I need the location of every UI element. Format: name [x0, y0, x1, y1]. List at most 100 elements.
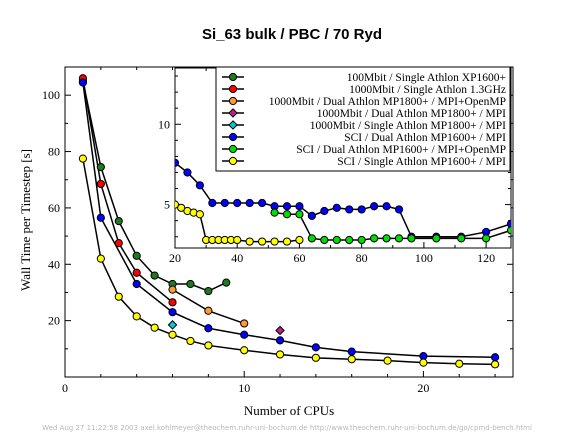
- main-y-tick-label: 40: [48, 257, 60, 271]
- inset-point-sci-dual-athlon-mp1600-mpi-openmp: [370, 234, 379, 243]
- inset-x-tick-label: 60: [293, 251, 305, 265]
- inset-point-sci-dual-athlon-mp1600-mpi: [175, 158, 180, 167]
- inset-point-sci-dual-athlon-mp1600-mpi: [394, 205, 404, 214]
- inset-point-sci-dual-athlon-mp1600-mpi-openmp: [432, 234, 441, 243]
- inset-point-sci-dual-athlon-mp1600-mpi: [220, 198, 229, 208]
- inset-point-sci-dual-athlon-mp1600-mpi: [208, 198, 217, 208]
- inset-y-tick-label: 5: [164, 198, 170, 212]
- footer-text: Wed Aug 27 11:22:58 2003 axel.kohlmeyer@…: [42, 424, 532, 432]
- inset-point-sci-dual-athlon-mp1600-mpi: [295, 202, 304, 211]
- legend-label-sci-single-athlon-mp1600-mpi: SCI / Single Athlon MP1600+ / MPI: [337, 156, 506, 168]
- inset-point-sci-dual-athlon-mp1600-mpi-openmp: [332, 235, 341, 245]
- main-point-sci-single-athlon-mp1600-mpi: [275, 350, 285, 359]
- inset-point-sci-dual-athlon-mp1600-mpi: [195, 181, 204, 190]
- main-x-tick-label: 0: [62, 381, 68, 395]
- inset-point-sci-dual-athlon-mp1600-mpi-openmp: [307, 234, 316, 243]
- main-point-sci-single-athlon-mp1600-mpi: [78, 154, 88, 163]
- main-point-100mbit-single-athlon-xp1600: [114, 217, 123, 226]
- main-point-100mbit-single-athlon-xp1600: [186, 279, 195, 289]
- main-y-tick-label: 20: [48, 314, 60, 328]
- inset-y-tick-label: 10: [158, 117, 170, 131]
- main-point-1000mbit-single-athlon-1-3ghz: [96, 179, 105, 189]
- inset-point-sci-dual-athlon-mp1600-mpi: [282, 202, 292, 211]
- legend-label-sci-dual-athlon-mp1600-mpi-openmp: SCI / Dual Athlon MP1600+ / MPI+OpenMP: [296, 144, 506, 156]
- inset-point-sci-dual-athlon-mp1600-mpi-openmp: [394, 234, 404, 243]
- inset-point-sci-dual-athlon-mp1600-mpi: [183, 168, 192, 177]
- main-point-100mbit-single-athlon-xp1600: [222, 278, 231, 287]
- inset-point-sci-dual-athlon-mp1600-mpi-openmp: [407, 234, 416, 243]
- inset-point-sci-dual-athlon-mp1600-mpi-openmp: [345, 235, 354, 245]
- inset-x-tick-label: 120: [477, 251, 495, 265]
- main-point-sci-dual-athlon-mp1600-mpi: [204, 324, 213, 333]
- main-point-sci-dual-athlon-mp1600-mpi: [132, 279, 141, 289]
- main-point-sci-dual-athlon-mp1600-mpi: [240, 330, 249, 339]
- inset-point-sci-dual-athlon-mp1600-mpi-openmp: [282, 210, 292, 219]
- legend-label-1000mbit-single-athlon-mp1800-mpi: 1000Mbit / Single Athlon MP1800+ / MPI: [310, 120, 506, 132]
- x-axis-label: Number of CPUs: [244, 403, 334, 418]
- main-point-sci-single-athlon-mp1600-mpi: [490, 360, 500, 369]
- main-point-sci-single-athlon-mp1600-mpi: [150, 323, 159, 332]
- main-point-sci-dual-athlon-mp1600-mpi: [311, 343, 320, 352]
- main-point-1000mbit-dual-athlon-mp1800-mpi-openmp: [204, 306, 213, 315]
- main-series-line-sci-single-athlon-mp1600-mpi: [82, 158, 496, 366]
- inset-point-sci-dual-athlon-mp1600-mpi: [307, 211, 316, 220]
- main-point-sci-single-athlon-mp1600-mpi: [419, 358, 428, 367]
- inset-point-sci-dual-athlon-mp1600-mpi-openmp: [506, 226, 511, 235]
- legend-box: [215, 66, 511, 172]
- legend-label-sci-dual-athlon-mp1600-mpi: SCI / Dual Athlon MP1600+ / MPI: [344, 132, 506, 144]
- main-point-sci-single-athlon-mp1600-mpi: [132, 312, 141, 321]
- main-point-sci-single-athlon-mp1600-mpi: [347, 355, 356, 364]
- main-point-sci-dual-athlon-mp1600-mpi: [347, 347, 356, 356]
- main-point-1000mbit-single-athlon-1-3ghz: [114, 239, 123, 248]
- legend-label-1000mbit-dual-athlon-mp1800-mpi: 1000Mbit / Dual Athlon MP1800+ / MPI: [317, 108, 506, 120]
- main-y-tick-label: 80: [48, 145, 60, 159]
- main-point-sci-dual-athlon-mp1600-mpi: [168, 308, 177, 317]
- main-point-1000mbit-dual-athlon-mp1800-mpi-openmp: [168, 285, 177, 294]
- inset-point-sci-dual-athlon-mp1600-mpi: [382, 202, 391, 211]
- inset-x-tick-label: 100: [415, 251, 433, 265]
- inset-point-sci-dual-athlon-mp1600-mpi-openmp: [482, 234, 491, 243]
- legend-label-1000mbit-dual-athlon-mp1800-mpi-openmp: 1000Mbit / Dual Athlon MP1800+ / MPI+Ope…: [269, 96, 506, 108]
- inset-point-sci-single-athlon-mp1600-mpi: [282, 237, 292, 246]
- legend-marker-1000mbit-dual-athlon-mp1800-mpi: [228, 108, 238, 118]
- legend-marker-sci-dual-athlon-mp1600-mpi-openmp: [228, 144, 238, 154]
- main-point-sci-dual-athlon-mp1600-mpi: [275, 336, 285, 345]
- inset-point-sci-dual-athlon-mp1600-mpi-openmp: [295, 210, 304, 219]
- main-point-sci-single-athlon-mp1600-mpi: [204, 341, 213, 350]
- inset-point-sci-single-athlon-mp1600-mpi: [177, 203, 186, 212]
- inset-point-sci-dual-athlon-mp1600-mpi: [357, 205, 366, 214]
- inset-point-sci-dual-athlon-mp1600-mpi-openmp: [270, 208, 279, 217]
- inset-point-sci-dual-athlon-mp1600-mpi: [370, 202, 379, 211]
- main-point-1000mbit-single-athlon-1-3ghz: [132, 268, 141, 277]
- inset-point-sci-dual-athlon-mp1600-mpi: [332, 203, 341, 212]
- legend-label-100mbit-single-athlon-xp1600: 100Mbit / Single Athlon XP1600+: [347, 72, 506, 84]
- main-point-sci-single-athlon-mp1600-mpi: [240, 346, 249, 355]
- main-point-100mbit-single-athlon-xp1600: [96, 162, 105, 172]
- inset-point-sci-single-athlon-mp1600-mpi: [245, 237, 254, 246]
- main-point-sci-single-athlon-mp1600-mpi: [96, 254, 105, 263]
- inset-point-sci-dual-athlon-mp1600-mpi-openmp: [382, 234, 391, 243]
- inset-point-sci-dual-athlon-mp1600-mpi: [233, 198, 242, 208]
- main-point-sci-single-athlon-mp1600-mpi: [186, 336, 195, 346]
- main-point-sci-single-athlon-mp1600-mpi: [455, 359, 464, 368]
- inset-point-sci-dual-athlon-mp1600-mpi: [345, 205, 354, 214]
- inset-point-sci-dual-athlon-mp1600-mpi: [245, 198, 254, 208]
- inset-point-sci-dual-athlon-mp1600-mpi: [320, 206, 329, 216]
- inset-x-tick-label: 40: [231, 251, 243, 265]
- main-point-sci-single-athlon-mp1600-mpi: [114, 292, 123, 301]
- chart-title: Si_63 bulk / PBC / 70 Ryd: [202, 26, 382, 43]
- legend-label-1000mbit-single-athlon-1-3ghz: 1000Mbit / Single Athlon 1.3GHz: [349, 84, 506, 96]
- main-point-1000mbit-single-athlon-1-3ghz: [168, 298, 177, 307]
- main-point-sci-single-athlon-mp1600-mpi: [383, 356, 392, 365]
- inset-point-sci-dual-athlon-mp1600-mpi-openmp: [457, 234, 466, 243]
- main-point-100mbit-single-athlon-xp1600: [132, 251, 141, 260]
- legend-marker-sci-single-athlon-mp1600-mpi: [228, 156, 238, 166]
- inset-point-sci-single-athlon-mp1600-mpi: [270, 237, 279, 246]
- main-point-1000mbit-dual-athlon-mp1800-mpi: [275, 325, 285, 336]
- y-axis-label: Wall Time per Timestep [s]: [18, 149, 33, 291]
- legend-marker-1000mbit-dual-athlon-mp1800-mpi-openmp: [228, 96, 238, 106]
- main-point-sci-dual-athlon-mp1600-mpi: [78, 78, 88, 87]
- main-point-1000mbit-single-athlon-mp1800-mpi: [167, 320, 178, 330]
- inset-point-sci-dual-athlon-mp1600-mpi-openmp: [357, 235, 366, 245]
